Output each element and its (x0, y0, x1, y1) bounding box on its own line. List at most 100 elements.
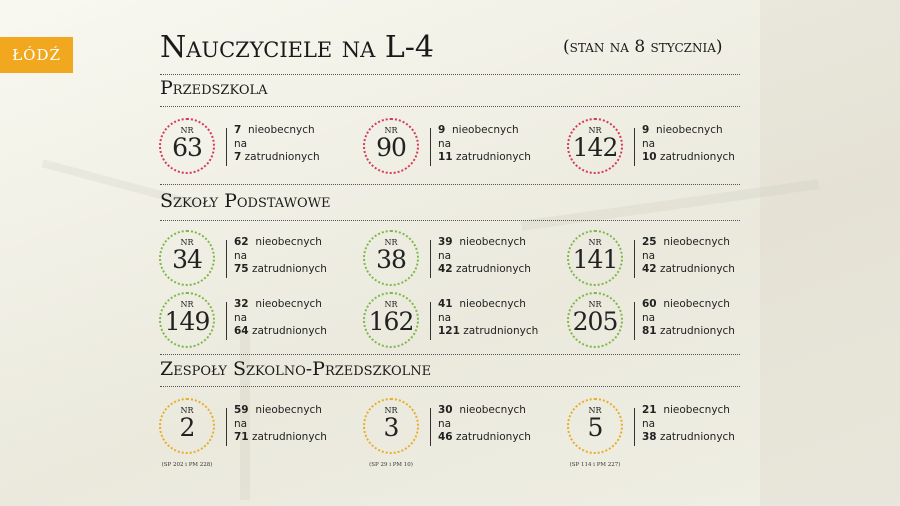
divider (160, 354, 740, 355)
institution-number: 149 (164, 307, 211, 336)
background-wall (760, 0, 900, 506)
employed-count: 38 (642, 431, 657, 443)
stats: 60 nieobecnych na 81 zatrudnionych (642, 298, 735, 339)
institution-card: NR 149 32 nieobecnych na 64 zatrudnionyc… (159, 292, 359, 352)
divider (160, 184, 740, 185)
nr-label: NR (180, 238, 194, 247)
institution-card: NR 63 7 nieobecnych na 7 zatrudnionych (159, 118, 359, 178)
number-badge: NR 38 (363, 230, 419, 286)
institution-number: 3 (383, 413, 400, 442)
absent-label: nieobecnych (459, 404, 526, 416)
employed-count: 10 (642, 151, 657, 163)
nr-label: NR (180, 300, 194, 309)
stats: 21 nieobecnych na 38 zatrudnionych (642, 404, 735, 445)
nr-label: NR (588, 300, 602, 309)
absent-count: 21 (642, 404, 657, 416)
institution-card: NR 90 9 nieobecnych na 11 zatrudnionych (363, 118, 563, 178)
institution-card: NR 38 39 nieobecnych na 42 zatrudnionych (363, 230, 563, 290)
institution-card: NR 3 30 nieobecnych na 46 zatrudnionych … (363, 398, 563, 468)
employed-label: zatrudnionych (455, 151, 531, 163)
number-badge: NR 141 (567, 230, 623, 286)
stats: 30 nieobecnych na 46 zatrudnionych (438, 404, 531, 445)
institution-card: NR 205 60 nieobecnych na 81 zatrudnionyc… (567, 292, 767, 352)
stats: 41 nieobecnych na 121 zatrudnionych (438, 298, 538, 339)
absent-count: 9 (438, 124, 446, 136)
institution-number: 142 (572, 133, 619, 162)
separator (634, 302, 635, 340)
background-chair-leg (240, 330, 250, 500)
absent-count: 62 (234, 236, 249, 248)
divider (160, 386, 740, 387)
number-badge: NR 90 (363, 118, 419, 174)
on-label: na (642, 417, 656, 430)
nr-label: NR (384, 300, 398, 309)
absent-label: nieobecnych (248, 124, 315, 136)
employed-label: zatrudnionych (251, 325, 327, 337)
institution-number: 90 (376, 133, 407, 162)
institution-card: NR 2 59 nieobecnych na 71 zatrudnionych … (159, 398, 359, 468)
absent-count: 60 (642, 298, 657, 310)
absent-count: 25 (642, 236, 657, 248)
stats: 32 nieobecnych na 64 zatrudnionych (234, 298, 327, 339)
on-label: na (438, 137, 452, 150)
institution-number: 34 (172, 245, 203, 274)
employed-label: zatrudnionych (659, 431, 735, 443)
composition-note: (SP 114 i PM 227) (569, 462, 621, 468)
absent-label: nieobecnych (663, 404, 730, 416)
nr-label: NR (384, 126, 398, 135)
stats: 25 nieobecnych na 42 zatrudnionych (642, 236, 735, 277)
nr-label: NR (180, 406, 194, 415)
divider (160, 106, 740, 107)
institution-card: NR 141 25 nieobecnych na 42 zatrudnionyc… (567, 230, 767, 290)
absent-label: nieobecnych (459, 298, 526, 310)
absent-count: 9 (642, 124, 650, 136)
separator (226, 302, 227, 340)
stats: 7 nieobecnych na 7 zatrudnionych (234, 124, 320, 165)
absent-label: nieobecnych (255, 298, 322, 310)
stats: 62 nieobecnych na 75 zatrudnionych (234, 236, 327, 277)
employed-count: 11 (438, 151, 453, 163)
divider (160, 220, 740, 221)
nr-label: NR (384, 238, 398, 247)
employed-count: 7 (234, 151, 242, 163)
employed-count: 81 (642, 325, 657, 337)
employed-count: 71 (234, 431, 249, 443)
institution-card: NR 34 62 nieobecnych na 75 zatrudnionych (159, 230, 359, 290)
employed-count: 64 (234, 325, 249, 337)
absent-label: nieobecnych (656, 124, 723, 136)
separator (634, 240, 635, 278)
institution-number: 141 (572, 245, 619, 274)
stats: 39 nieobecnych na 42 zatrudnionych (438, 236, 531, 277)
employed-label: zatrudnionych (251, 431, 327, 443)
number-badge: NR 34 (159, 230, 215, 286)
institution-number: 2 (179, 413, 196, 442)
employed-count: 46 (438, 431, 453, 443)
absent-label: nieobecnych (452, 124, 519, 136)
separator (430, 302, 431, 340)
nr-label: NR (384, 406, 398, 415)
number-badge: NR 5 (567, 398, 623, 454)
institution-card: NR 162 41 nieobecnych na 121 zatrudniony… (363, 292, 563, 352)
nr-label: NR (180, 126, 194, 135)
separator (226, 240, 227, 278)
on-label: na (234, 249, 248, 262)
absent-label: nieobecnych (255, 236, 322, 248)
on-label: na (642, 311, 656, 324)
on-label: na (234, 137, 248, 150)
separator (430, 408, 431, 446)
composition-note: (SP 29 i PM 10) (369, 462, 413, 468)
institution-card: NR 5 21 nieobecnych na 38 zatrudnionych … (567, 398, 767, 468)
page-title: Nauczyciele na L-4 (160, 30, 434, 65)
number-badge: NR 63 (159, 118, 215, 174)
section-title-zespoly: Zespoły Szkolno-Przedszkolne (160, 358, 432, 380)
on-label: na (234, 311, 248, 324)
absent-label: nieobecnych (663, 236, 730, 248)
employed-label: zatrudnionych (659, 263, 735, 275)
separator (430, 240, 431, 278)
absent-count: 59 (234, 404, 249, 416)
separator (634, 128, 635, 166)
on-label: na (642, 249, 656, 262)
composition-note: (SP 202 i PM 228) (161, 462, 213, 468)
institution-card: NR 142 9 nieobecnych na 10 zatrudnionych (567, 118, 767, 178)
on-label: na (234, 417, 248, 430)
